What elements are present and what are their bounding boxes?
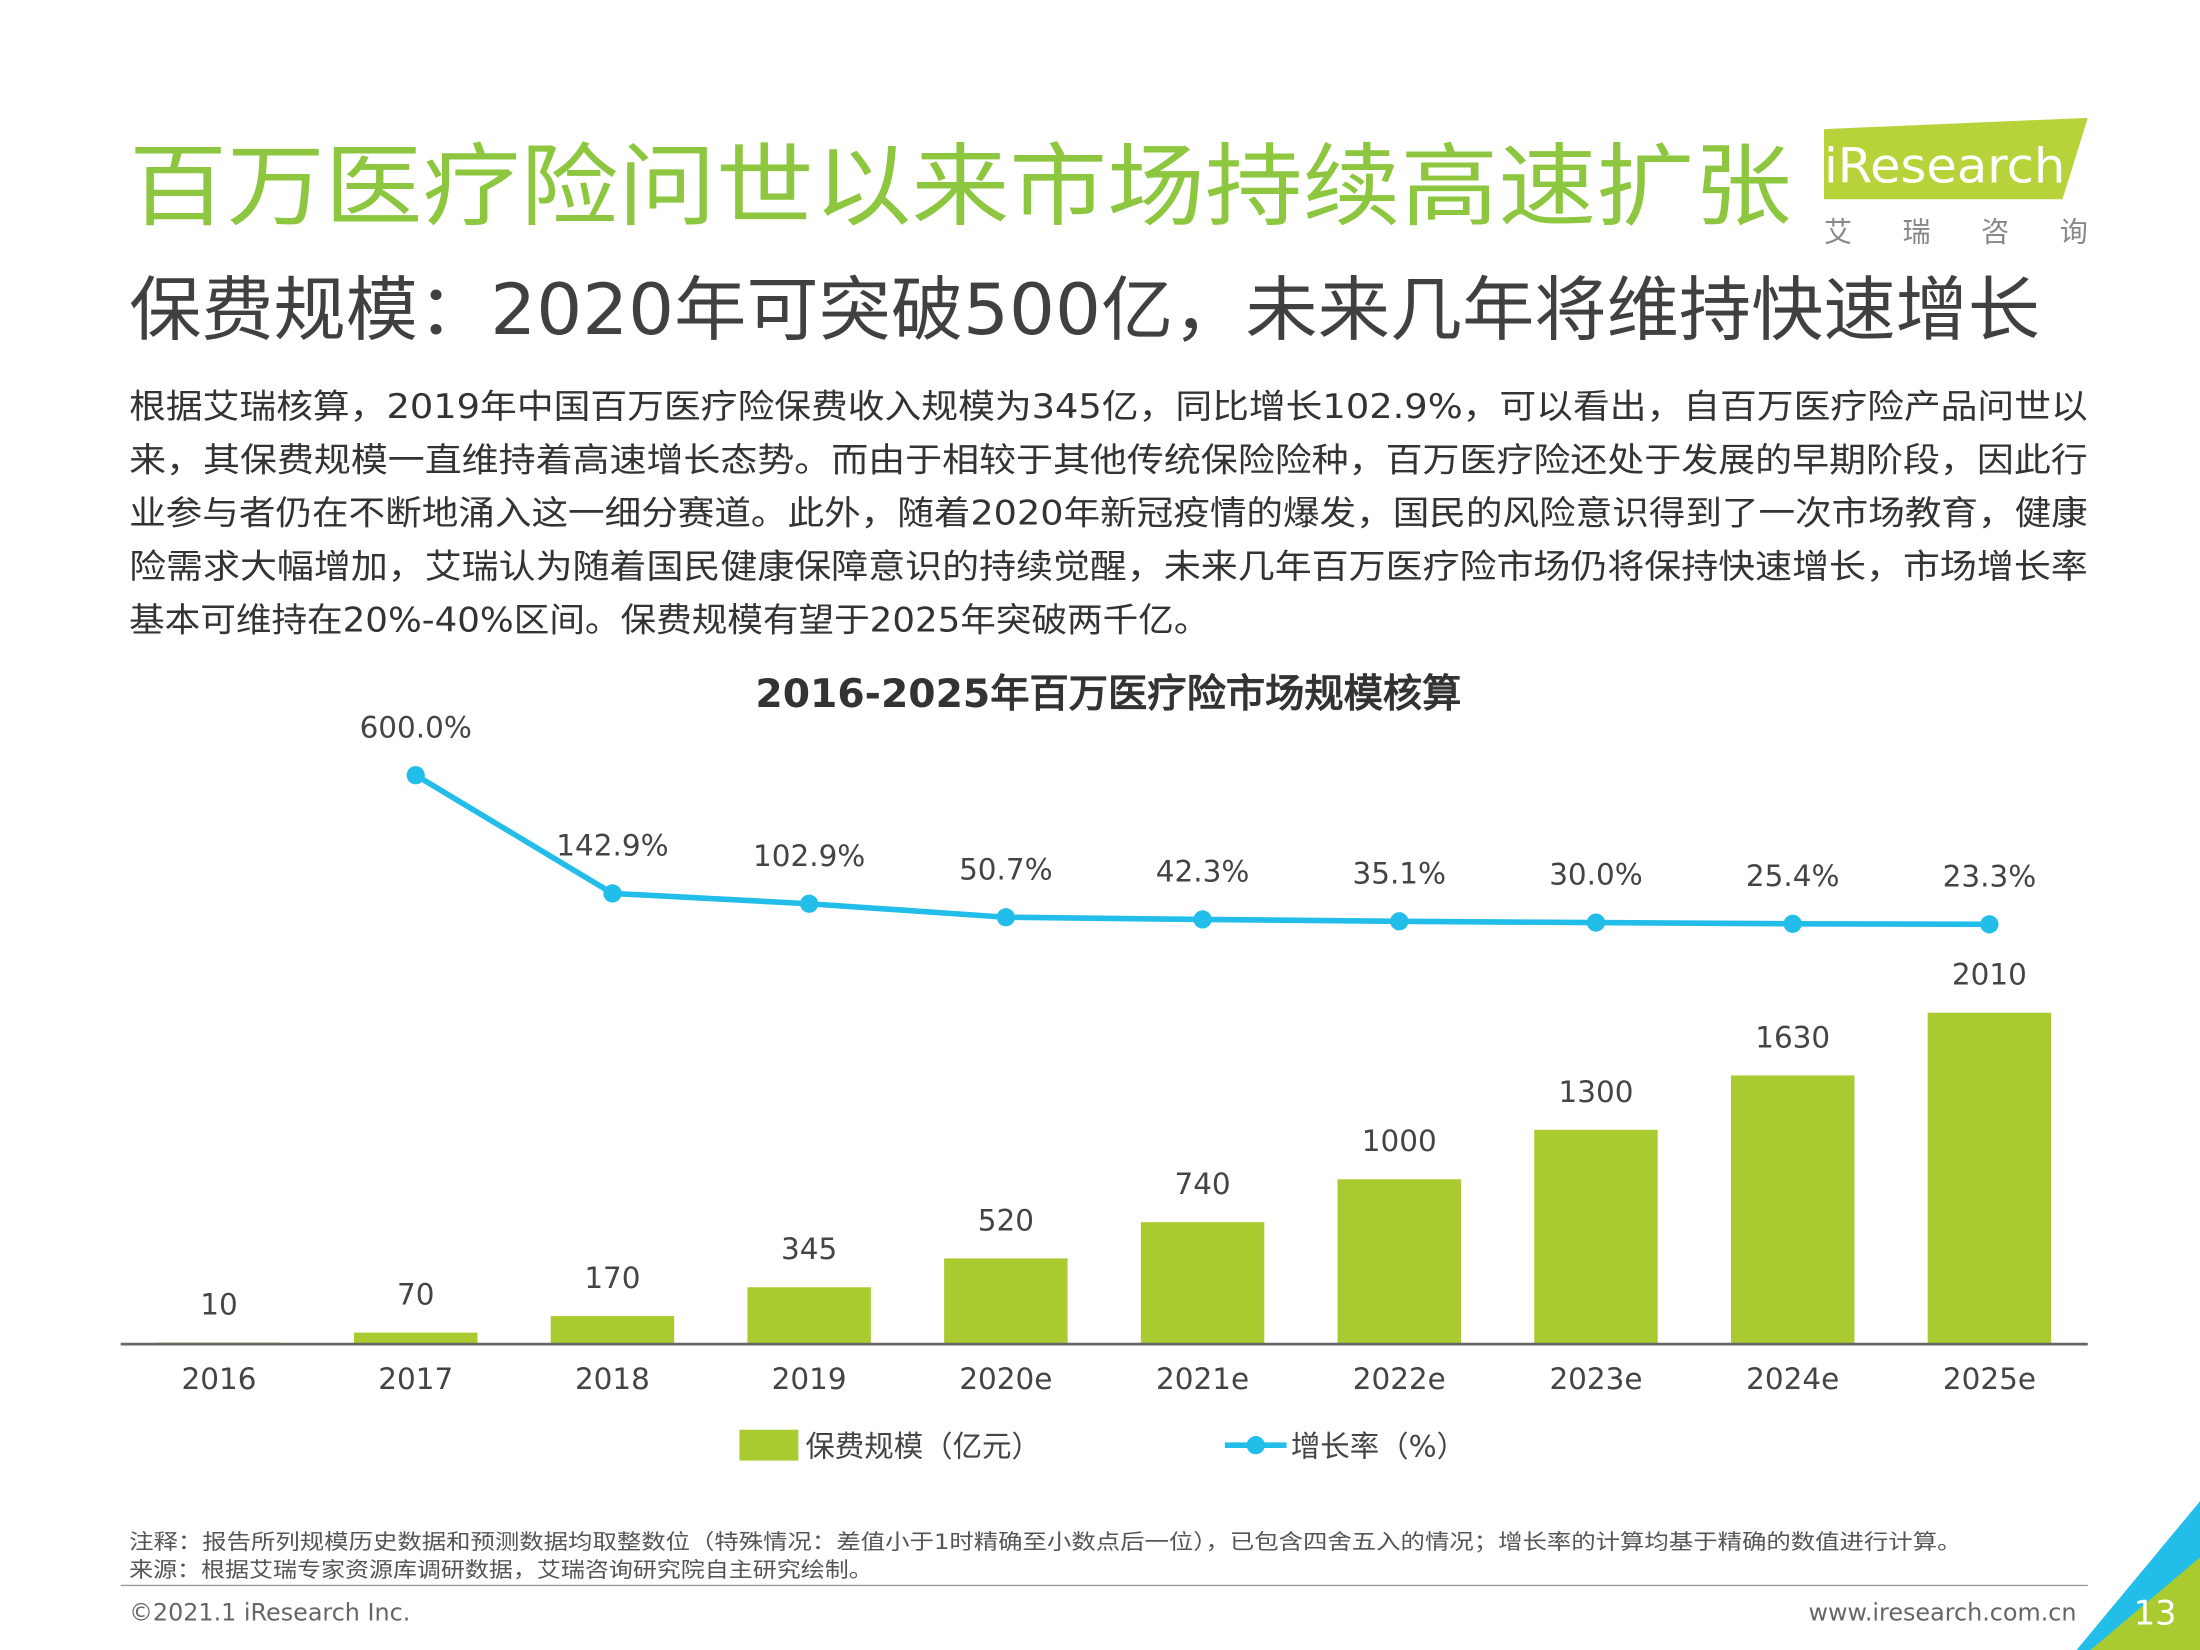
x-tick-label: 2022e (1353, 1362, 1446, 1396)
x-tick-label: 2018 (575, 1362, 650, 1396)
body-line: 根据艾瑞核算，2019年中国百万医疗险保费收入规模为345亿，同比增长102.9… (129, 387, 2088, 426)
bar-value-label: 170 (584, 1261, 640, 1295)
logo-cn: 艾瑞咨询 (1824, 215, 2088, 248)
x-tick-label: 2021e (1156, 1362, 1249, 1396)
page-title: 百万医疗险问世以来市场持续高速扩张 (129, 135, 1792, 239)
bar-value-label: 70 (397, 1278, 434, 1312)
bar-value-label: 1300 (1558, 1075, 1633, 1109)
x-tick-label: 2019 (772, 1362, 847, 1396)
corner-green (2090, 1557, 2200, 1650)
legend-swatch (739, 1429, 799, 1461)
line-value-label: 25.4% (1746, 859, 1840, 893)
body-line: 业参与者仍在不断地涌入这一细分赛道。此外，随着2020年新冠疫情的爆发，国民的风… (129, 494, 2088, 533)
bar (1337, 1179, 1462, 1345)
line-value-label: 600.0% (360, 710, 472, 744)
legend-label: 保费规模（亿元） (805, 1429, 1041, 1463)
bar-value-label: 10 (200, 1287, 237, 1321)
copyright: ©2021.1 iResearch Inc. (129, 1599, 410, 1627)
body-line: 险需求大幅增加，艾瑞认为随着国民健康保障意识的持续觉醒，未来几年百万医疗险市场仍… (129, 547, 2088, 586)
line-point (603, 884, 622, 903)
bar-value-label: 740 (1174, 1167, 1230, 1201)
line-point (1980, 915, 1999, 934)
logo-name: iResearch (1824, 139, 2065, 194)
chart-title: 2016-2025年百万医疗险市场规模核算 (755, 672, 1461, 717)
bar-value-label: 2010 (1952, 958, 2027, 992)
body-line: 来，其保费规模一直维持着高速增长态势。而由于相较于其他传统保险险种，百万医疗险还… (129, 440, 2088, 479)
line-point (1390, 912, 1409, 931)
bar-value-label: 1000 (1362, 1124, 1437, 1158)
legend-label: 增长率（%） (1291, 1429, 1466, 1463)
bar-value-label: 1630 (1755, 1020, 1830, 1054)
bar-value-label: 520 (978, 1203, 1034, 1237)
x-tick-label: 2020e (959, 1362, 1052, 1396)
line-point (1586, 913, 1606, 932)
body-line: 基本可维持在20%-40%区间。保费规模有望于2025年突破两千亿。 (129, 600, 1209, 639)
line-point (800, 894, 819, 913)
line-point (996, 908, 1015, 927)
line-value-label: 23.3% (1943, 859, 2037, 893)
x-tick-label: 2017 (378, 1362, 453, 1396)
page-subtitle: 保费规模：2020年可突破500亿，未来几年将维持快速增长 (129, 269, 2040, 351)
bar (944, 1258, 1068, 1345)
line-value-label: 42.3% (1156, 855, 1250, 889)
line-value-label: 50.7% (959, 852, 1053, 886)
bar (550, 1316, 675, 1345)
footnote: 注释：报告所列规模历史数据和预测数据均取整数位（特殊情况：差值小于1时精确至小数… (129, 1529, 1961, 1554)
x-tick-label: 2016 (182, 1362, 257, 1396)
line-point (1783, 914, 1802, 933)
line-value-label: 142.9% (556, 829, 668, 863)
x-tick-label: 2025e (1943, 1362, 2036, 1396)
x-tick-label: 2024e (1746, 1362, 1839, 1396)
bar (1730, 1075, 1855, 1345)
bar-value-label: 345 (781, 1232, 837, 1266)
line-point (406, 766, 425, 785)
bar (747, 1287, 871, 1345)
source: 来源：根据艾瑞专家资源库调研数据，艾瑞咨询研究院自主研究绘制。 (129, 1557, 873, 1582)
legend-swatch (1246, 1436, 1265, 1455)
line-value-label: 30.0% (1549, 858, 1643, 892)
url: www.iresearch.com.cn (1809, 1599, 2077, 1627)
bar (353, 1332, 478, 1345)
logo-background (1823, 117, 2088, 200)
x-tick-label: 2023e (1549, 1362, 1642, 1396)
bar (1534, 1129, 1658, 1345)
line-value-label: 35.1% (1352, 856, 1446, 890)
line-value-label: 102.9% (753, 839, 865, 873)
page-number: 13 (2134, 1594, 2177, 1633)
bar (1140, 1222, 1265, 1345)
bar (1927, 1012, 2052, 1345)
line-point (1193, 910, 1212, 929)
chart: 2016 2017 2018 2019 2020e 2021e 2022e 2023e 2024… (120, 710, 2088, 1463)
